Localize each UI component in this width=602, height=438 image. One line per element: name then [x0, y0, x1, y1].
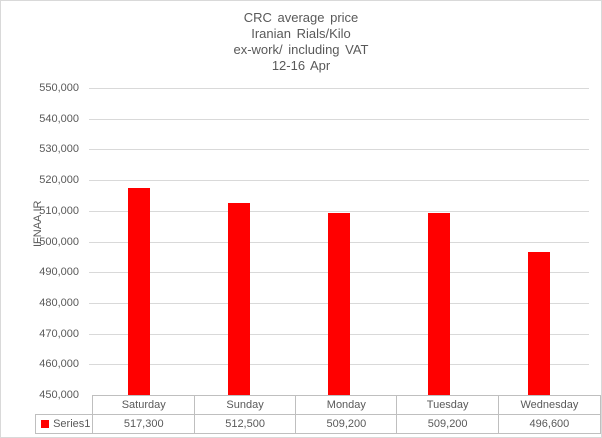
table-value-cell: 517,300	[92, 414, 195, 434]
y-tick-label: 460,000	[39, 358, 79, 371]
table-category-cell: Tuesday	[396, 395, 499, 415]
y-tick-label: 520,000	[39, 174, 79, 187]
bar-monday	[328, 213, 350, 395]
bar-wednesday	[528, 251, 550, 395]
chart-title-line-3: ex-work/ including VAT	[233, 42, 369, 57]
gridline	[89, 88, 589, 89]
table-category-cell: Sunday	[193, 395, 297, 415]
gridline	[89, 149, 589, 151]
bar-sunday	[228, 203, 250, 395]
table-category-cell: Saturday	[92, 395, 195, 415]
data-table: Saturday Sunday Monday Tuesday Wednesday Seri…	[34, 395, 601, 434]
y-tick-label: 450,000	[39, 389, 79, 401]
gridline	[89, 210, 589, 212]
table-category-cell: Monday	[295, 395, 398, 415]
legend-key-swatch	[41, 420, 50, 428]
plot-area	[89, 88, 589, 395]
legend-cell: Series1	[34, 414, 94, 434]
table-legend-spacer	[36, 396, 93, 415]
bar-tuesday	[428, 213, 450, 395]
y-tick-label: 480,000	[39, 296, 79, 309]
table-category-cell: Wednesday	[497, 395, 601, 415]
y-tick-label: 510,000	[39, 204, 79, 217]
y-tick-label: 500,000	[39, 235, 79, 248]
gridline	[89, 118, 589, 120]
table-value-cell: 496,600	[497, 414, 601, 434]
y-tick-label: 540,000	[39, 112, 79, 125]
bar-saturday	[128, 188, 150, 395]
y-tick-label: 490,000	[39, 266, 79, 279]
table-value-cell: 509,200	[396, 414, 499, 434]
gridline	[89, 180, 589, 182]
chart-title-line-2: Iranian Rials/Kilo	[251, 26, 351, 41]
table-value-cell: 512,500	[193, 414, 297, 434]
chart-title-line-4: 12-16 Apr	[271, 58, 331, 73]
chart-title-line-1: CRC average price	[243, 10, 359, 25]
table-value-cell: 509,200	[295, 414, 398, 434]
chart-title: CRC average price Iranian Rials/Kilo ex-…	[1, 10, 601, 74]
y-tick-label: 470,000	[39, 327, 79, 340]
y-tick-label: 550,000	[39, 82, 79, 94]
legend-label: Series1	[53, 418, 91, 430]
y-tick-label: 530,000	[39, 143, 79, 156]
